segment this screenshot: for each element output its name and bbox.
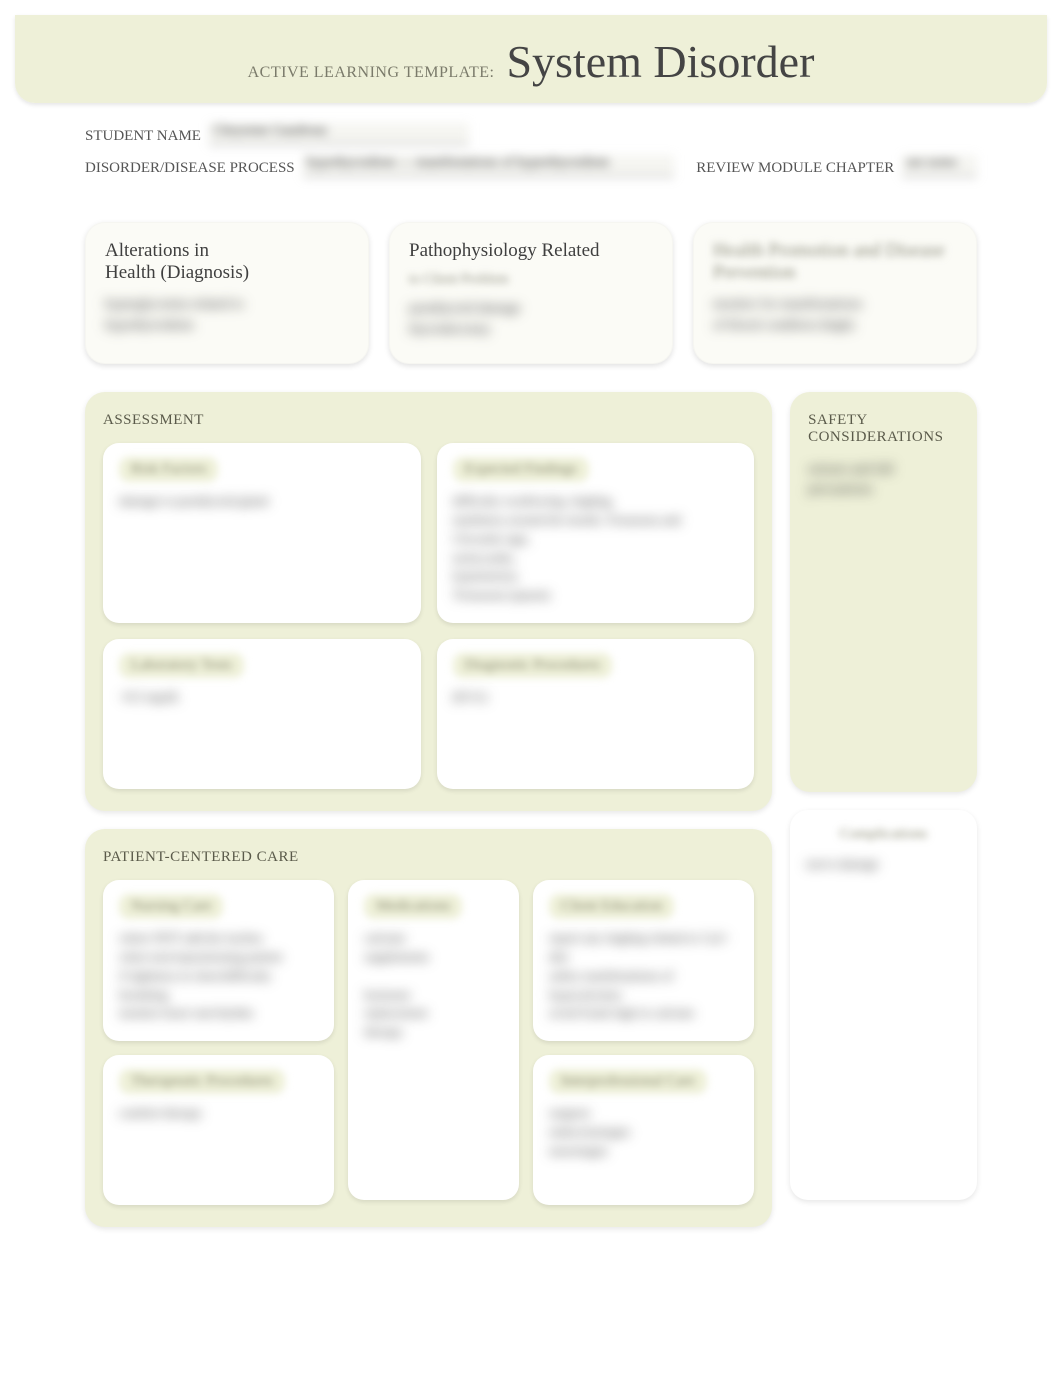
meds-title: Medications bbox=[364, 894, 462, 919]
chapter-label: REVIEW MODULE CHAPTER bbox=[696, 160, 894, 177]
page-root: ACTIVE LEARNING TEMPLATE: System Disorde… bbox=[0, 15, 1062, 1247]
safety-content: seizure and fall precautions bbox=[808, 460, 959, 501]
diag-title: Diagnostic Procedures bbox=[453, 653, 612, 678]
disorder-field[interactable]: hypothyroidism — manifestations of hyper… bbox=[303, 155, 675, 177]
education-title: Client Education bbox=[549, 894, 674, 919]
right-column: SAFETY CONSIDERATIONS seizure and fall p… bbox=[790, 392, 977, 1200]
alterations-content: hyperglycemia related to hypothyroidism bbox=[105, 294, 349, 336]
alterations-title: Alterations in Health (Diagnosis) bbox=[105, 240, 349, 284]
pcc-panel: PATIENT-CENTERED CARE Nursing Care where… bbox=[85, 829, 772, 1227]
expected-card: Expected Findings difficulty swallowing,… bbox=[437, 443, 755, 623]
diag-content: (ECG) bbox=[453, 688, 739, 707]
student-row: STUDENT NAME Cheyenne Gaudreau bbox=[85, 123, 977, 145]
pcc-left-col: Nursing Care where NOT add the trachea w… bbox=[103, 880, 334, 1205]
alterations-box: Alterations in Health (Diagnosis) hyperg… bbox=[85, 222, 369, 364]
risk-card: Risk Factors damage to parathyroid gland bbox=[103, 443, 421, 623]
health-title: Health Promotion and Disease Prevention bbox=[713, 240, 957, 284]
complications-content: nerve damage bbox=[806, 855, 961, 874]
education-card: Client Education report any tingling rel… bbox=[533, 880, 754, 1041]
labs-card: Laboratory Tests <8.5 mg/dL bbox=[103, 639, 421, 789]
pcc-mid-col: Medications calcium supplements hormone … bbox=[348, 880, 519, 1205]
health-box: Health Promotion and Disease Prevention … bbox=[693, 222, 977, 364]
interprof-content: surgeon endocrinologist neurologist bbox=[549, 1104, 738, 1161]
expected-title: Expected Findings bbox=[453, 457, 589, 482]
pcc-grid: Nursing Care where NOT add the trachea w… bbox=[103, 880, 754, 1205]
main-columns: ASSESSMENT Risk Factors damage to parath… bbox=[0, 374, 1062, 1247]
template-label: ACTIVE LEARNING TEMPLATE: bbox=[248, 64, 495, 81]
therapeutic-card: Therapeutic Procedures comfort therapy bbox=[103, 1055, 334, 1205]
meds-card: Medications calcium supplements hormone … bbox=[348, 880, 519, 1200]
therapeutic-title: Therapeutic Procedures bbox=[119, 1069, 285, 1094]
template-title: System Disorder bbox=[506, 36, 814, 87]
chapter-field[interactable]: see notes bbox=[902, 155, 977, 177]
nursing-card: Nursing Care where NOT add the trachea w… bbox=[103, 880, 334, 1041]
pcc-title: PATIENT-CENTERED CARE bbox=[103, 849, 754, 866]
student-name-label: STUDENT NAME bbox=[85, 128, 201, 145]
info-block: STUDENT NAME Cheyenne Gaudreau DISORDER/… bbox=[0, 103, 1062, 197]
student-name-field[interactable]: Cheyenne Gaudreau bbox=[209, 123, 469, 145]
complications-title: Complications bbox=[806, 826, 961, 843]
disorder-label: DISORDER/DISEASE PROCESS bbox=[85, 160, 295, 177]
interprof-card: Interprofessional Care surgeon endocrino… bbox=[533, 1055, 754, 1205]
labs-title: Laboratory Tests bbox=[119, 653, 244, 678]
meds-content: calcium supplements hormone replacement … bbox=[364, 929, 503, 1042]
patho-title: Pathophysiology Related bbox=[409, 240, 653, 262]
patho-content: parathyroid damage thyroidectomy bbox=[409, 298, 653, 340]
diag-card: Diagnostic Procedures (ECG) bbox=[437, 639, 755, 789]
expected-content: difficulty swallowing, tingling, numbnes… bbox=[453, 492, 739, 605]
header-band: ACTIVE LEARNING TEMPLATE: System Disorde… bbox=[15, 15, 1047, 103]
assessment-title: ASSESSMENT bbox=[103, 412, 754, 429]
safety-title: SAFETY CONSIDERATIONS bbox=[808, 412, 959, 446]
risk-title: Risk Factors bbox=[119, 457, 218, 482]
education-content: report any tingling related to Ca2+ diet… bbox=[549, 929, 738, 1023]
labs-content: <8.5 mg/dL bbox=[119, 688, 405, 707]
nursing-title: Nursing Care bbox=[119, 894, 223, 919]
nursing-content: where NOT add the trachea when turn/repo… bbox=[119, 929, 318, 1023]
complications-card: Complications nerve damage bbox=[790, 810, 977, 1200]
safety-panel: SAFETY CONSIDERATIONS seizure and fall p… bbox=[790, 392, 977, 792]
disorder-row: DISORDER/DISEASE PROCESS hypothyroidism … bbox=[85, 155, 977, 177]
interprof-title: Interprofessional Care bbox=[549, 1069, 707, 1094]
assessment-panel: ASSESSMENT Risk Factors damage to parath… bbox=[85, 392, 772, 811]
left-column: ASSESSMENT Risk Factors damage to parath… bbox=[85, 392, 772, 1227]
pcc-right-col: Client Education report any tingling rel… bbox=[533, 880, 754, 1205]
risk-content: damage to parathyroid gland bbox=[119, 492, 405, 511]
health-content: monitor for manifestations of blood cond… bbox=[713, 294, 957, 336]
therapeutic-content: comfort therapy bbox=[119, 1104, 318, 1123]
assessment-grid: Risk Factors damage to parathyroid gland… bbox=[103, 443, 754, 789]
patho-subtitle: to Client Problem bbox=[409, 272, 653, 288]
patho-box: Pathophysiology Related to Client Proble… bbox=[389, 222, 673, 364]
top-boxes-row: Alterations in Health (Diagnosis) hyperg… bbox=[0, 197, 1062, 374]
